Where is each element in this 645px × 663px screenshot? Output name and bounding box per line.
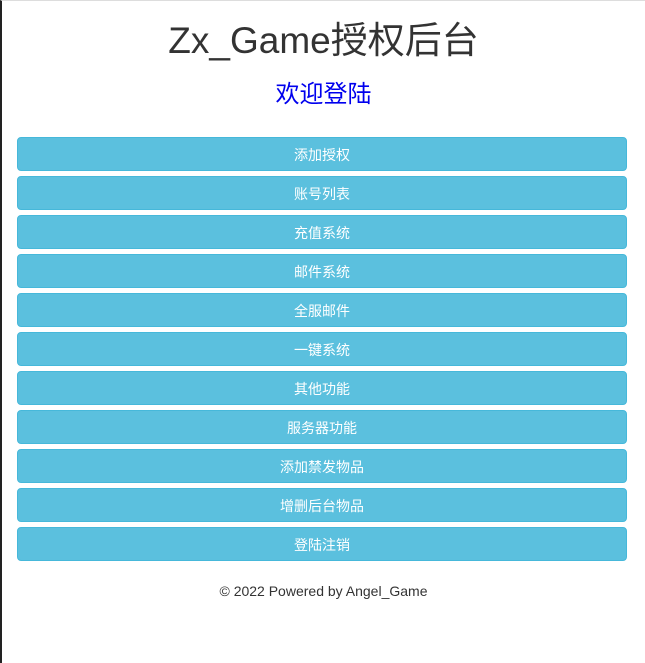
menu-button-1[interactable]: 添加授权 [17, 137, 627, 171]
menu-button-11[interactable]: 登陆注销 [17, 527, 627, 561]
menu-button-4[interactable]: 邮件系统 [17, 254, 627, 288]
welcome-subtitle: 欢迎登陆 [275, 81, 372, 108]
menu-button-8[interactable]: 服务器功能 [17, 410, 627, 444]
menu-button-7[interactable]: 其他功能 [17, 371, 627, 405]
footer-copyright: © 2022 Powered by Angel_Game [219, 583, 428, 599]
menu-button-5[interactable]: 全服邮件 [17, 293, 627, 327]
menu-button-2[interactable]: 账号列表 [17, 176, 627, 210]
menu-button-6[interactable]: 一键系统 [17, 332, 627, 366]
menu-button-3[interactable]: 充值系统 [17, 215, 627, 249]
page-title: Zx_Game授权后台 [168, 20, 479, 61]
menu-button-9[interactable]: 添加禁发物品 [17, 449, 627, 483]
menu-list: 添加授权账号列表充值系统邮件系统全服邮件一键系统其他功能服务器功能添加禁发物品增… [17, 137, 627, 566]
menu-button-10[interactable]: 增删后台物品 [17, 488, 627, 522]
